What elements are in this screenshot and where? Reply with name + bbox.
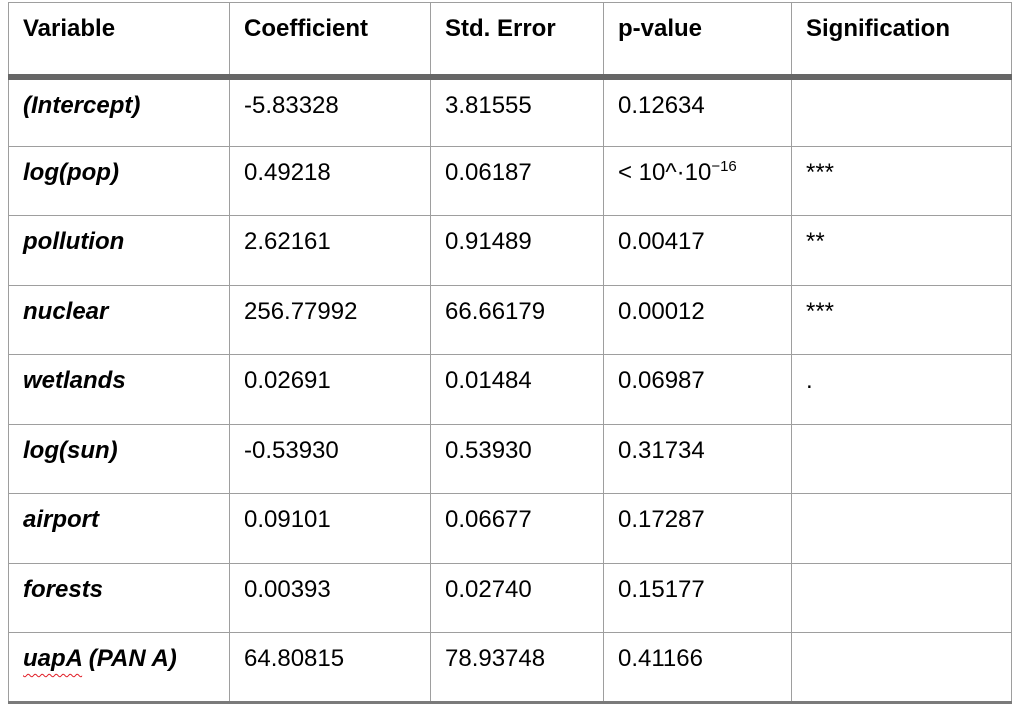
- header-row: Variable Coefficient Std. Error p-value …: [8, 2, 1012, 80]
- std-error-cell: 0.06677: [430, 493, 604, 564]
- variable-cell: forests: [8, 562, 230, 633]
- signification-cell: ***: [791, 145, 1012, 216]
- std-error-cell: 66.66179: [430, 284, 604, 355]
- std-error-cell: 0.53930: [430, 423, 604, 494]
- signification-cell: [791, 632, 1012, 703]
- variable-cell: uapA (PAN A): [8, 632, 230, 703]
- coefficient-cell: 0.02691: [229, 354, 431, 425]
- p-value-cell: 0.15177: [603, 562, 792, 633]
- p-value-cell: 0.41166: [603, 632, 792, 703]
- p-value-cell: < 10^·10−16: [603, 145, 792, 216]
- table-row: log(pop) 0.49218 0.06187 < 10^·10−16 ***: [8, 145, 1012, 216]
- col-header-variable: Variable: [8, 2, 230, 80]
- coefficient-cell: -0.53930: [229, 423, 431, 494]
- p-value-cell: 0.00012: [603, 284, 792, 355]
- col-header-signification: Signification: [791, 2, 1012, 80]
- variable-cell: log(sun): [8, 423, 230, 494]
- table-row: (Intercept) -5.83328 3.81555 0.12634: [8, 76, 1012, 147]
- table-body: (Intercept) -5.83328 3.81555 0.12634 log(pop…: [8, 76, 1012, 703]
- p-value-exponent: −16: [711, 157, 737, 175]
- coefficient-cell: 0.00393: [229, 562, 431, 633]
- signification-cell: [791, 76, 1012, 147]
- variable-cell: nuclear: [8, 284, 230, 355]
- misspelled-word: uapA: [23, 645, 83, 672]
- table-row: airport 0.09101 0.06677 0.17287: [8, 493, 1012, 564]
- col-header-coefficient: Coefficient: [229, 2, 431, 80]
- regression-results-table: Variable Coefficient Std. Error p-value …: [8, 2, 1012, 704]
- signification-cell: [791, 562, 1012, 633]
- signification-cell: **: [791, 215, 1012, 286]
- variable-cell: (Intercept): [8, 76, 230, 147]
- coefficient-cell: 64.80815: [229, 632, 431, 703]
- coefficient-cell: 256.77992: [229, 284, 431, 355]
- std-error-cell: 0.02740: [430, 562, 604, 633]
- p-value-cell: 0.00417: [603, 215, 792, 286]
- signification-cell: [791, 493, 1012, 564]
- table-row: log(sun) -0.53930 0.53930 0.31734: [8, 423, 1012, 494]
- signification-cell: .: [791, 354, 1012, 425]
- col-header-std-error: Std. Error: [430, 2, 604, 80]
- signification-cell: [791, 423, 1012, 494]
- variable-cell: airport: [8, 493, 230, 564]
- std-error-cell: 0.91489: [430, 215, 604, 286]
- std-error-cell: 0.06187: [430, 145, 604, 216]
- variable-cell: log(pop): [8, 145, 230, 216]
- p-value-cell: 0.31734: [603, 423, 792, 494]
- coefficient-cell: -5.83328: [229, 76, 431, 147]
- coefficient-cell: 0.49218: [229, 145, 431, 216]
- coefficient-cell: 2.62161: [229, 215, 431, 286]
- std-error-cell: 3.81555: [430, 76, 604, 147]
- table-row: wetlands 0.02691 0.01484 0.06987.: [8, 354, 1012, 425]
- std-error-cell: 0.01484: [430, 354, 604, 425]
- table-row: forests 0.00393 0.02740 0.15177: [8, 562, 1012, 633]
- table-row: pollution 2.62161 0.91489 0.00417 **: [8, 215, 1012, 286]
- table-row: uapA (PAN A) 64.80815 78.93748 0.41166: [8, 632, 1012, 703]
- std-error-cell: 78.93748: [430, 632, 604, 703]
- table-row: nuclear 256.77992 66.66179 0.00012 ***: [8, 284, 1012, 355]
- variable-cell: wetlands: [8, 354, 230, 425]
- p-value-cell: 0.06987: [603, 354, 792, 425]
- p-value-cell: 0.12634: [603, 76, 792, 147]
- variable-cell: pollution: [8, 215, 230, 286]
- p-value-cell: 0.17287: [603, 493, 792, 564]
- signification-cell: ***: [791, 284, 1012, 355]
- coefficient-cell: 0.09101: [229, 493, 431, 564]
- col-header-p-value: p-value: [603, 2, 792, 80]
